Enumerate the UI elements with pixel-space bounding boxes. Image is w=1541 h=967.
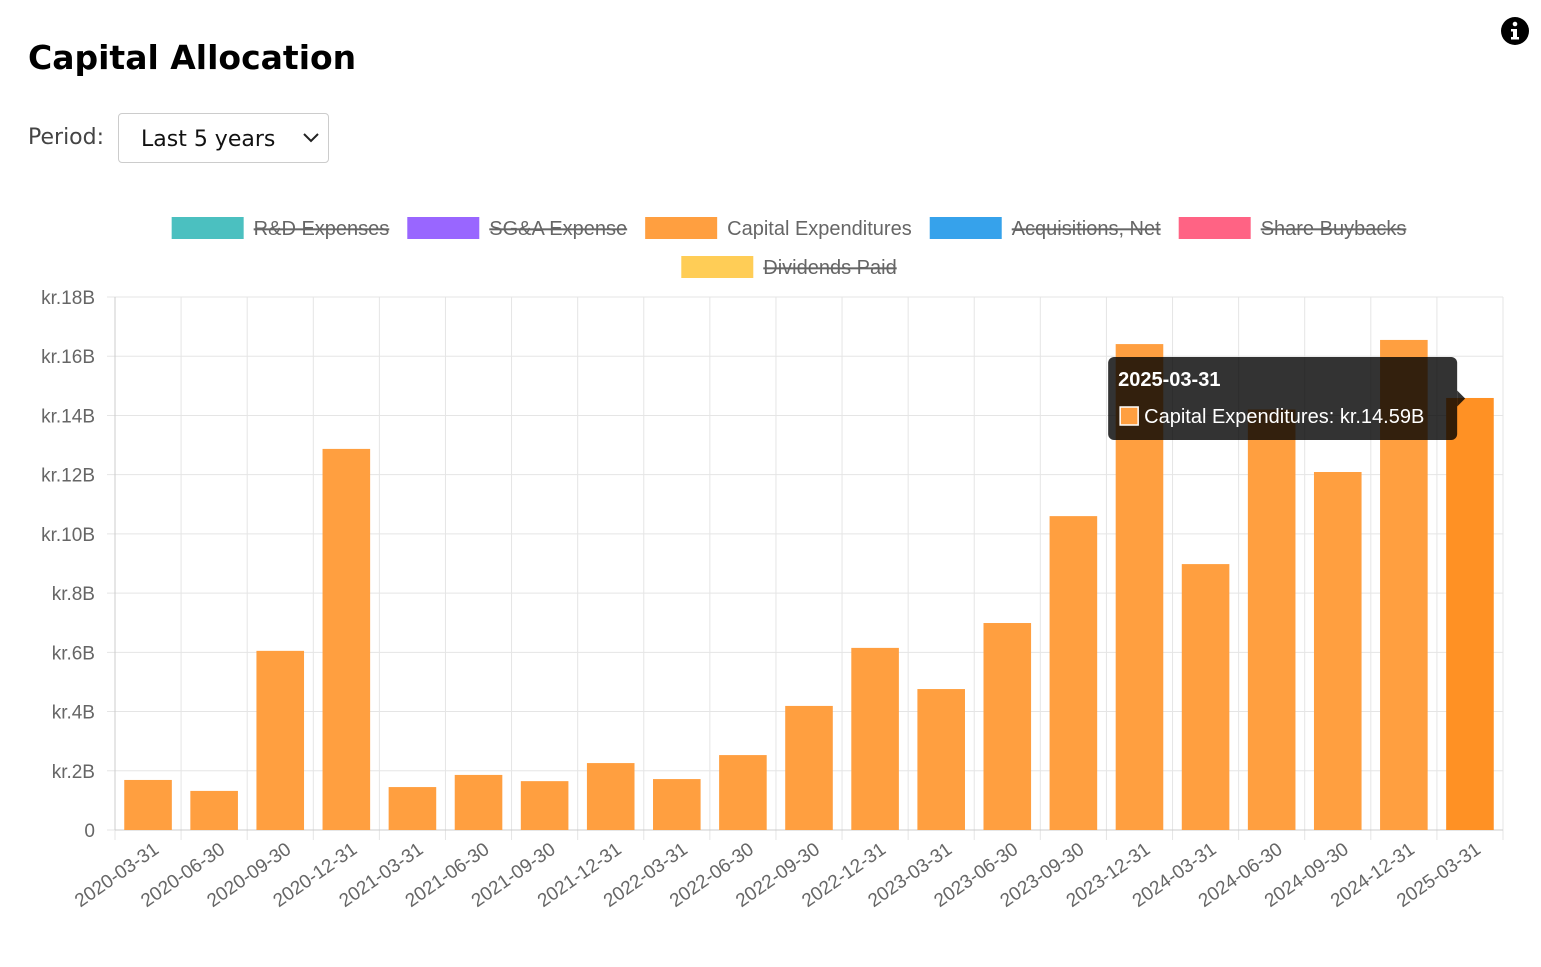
tooltip-caret [1457,390,1466,407]
legend-item[interactable]: Share Buybacks [1178,217,1407,240]
chevron-icon [303,133,319,143]
bar [1247,409,1296,830]
y-tick-label: kr.12B [41,466,95,487]
legend-label: SG&A Expense [489,218,627,240]
legend-label: Acquisitions, Net [1012,218,1161,240]
bar [1049,516,1098,830]
y-tick-label: kr.8B [52,584,95,605]
legend-label: Share Buybacks [1261,218,1407,240]
y-tick-label: kr.4B [52,703,95,724]
y-tick-label: kr.6B [52,643,95,664]
tooltip: 2025-03-31 Capital Expenditures: kr.14.59… [1108,357,1466,440]
bar [388,787,437,830]
tooltip-swatch [1119,406,1139,426]
bar [851,647,899,830]
period-label: Period: [28,125,105,150]
bar [454,774,503,830]
tooltip-label: Capital Expenditures: kr.14.59B [1144,406,1424,428]
legend-item[interactable]: Dividends Paid [681,256,897,279]
legend-swatch [645,217,718,239]
tooltip-title: 2025-03-31 [1118,369,1220,391]
legend-swatch [929,217,1002,239]
y-tick-label: 0 [84,821,95,842]
legend-item[interactable]: Capital Expenditures [645,217,912,240]
tooltip-box [1108,357,1458,440]
legend-item[interactable]: Acquisitions, Net [929,217,1161,240]
bar [917,689,965,830]
y-tick-label: kr.18B [41,288,95,309]
bar [785,705,833,830]
period-select[interactable]: Last 5 years [118,113,329,163]
bar [124,779,172,830]
bar [322,448,371,830]
legend: R&D Expenses SG&A Expense Capital Expendit… [171,217,1407,279]
page-title: Capital Allocation [28,38,357,77]
period-value: Last 5 years [141,127,276,152]
y-tick-label: kr.10B [41,525,95,546]
legend-item[interactable]: R&D Expenses [171,217,390,240]
legend-label: Capital Expenditures [727,218,912,240]
y-tick-label: kr.14B [41,406,95,427]
bar [1446,397,1494,830]
bar [586,763,635,830]
legend-label: R&D Expenses [254,218,390,240]
bar [1313,472,1362,830]
y-tick-label: kr.2B [52,762,95,783]
info-icon[interactable] [1501,17,1529,45]
legend-swatch [407,217,480,239]
legend-label: Dividends Paid [763,257,896,279]
bar [190,790,238,830]
legend-item[interactable]: SG&A Expense [407,217,627,240]
bar [653,779,701,830]
bar [983,623,1032,830]
legend-swatch [171,217,244,239]
y-tick-label: kr.16B [41,347,95,368]
bar [520,781,569,830]
bar [256,650,305,830]
bar [1181,564,1230,830]
bar [719,755,767,830]
legend-swatch [1178,217,1251,239]
legend-swatch [681,256,754,278]
